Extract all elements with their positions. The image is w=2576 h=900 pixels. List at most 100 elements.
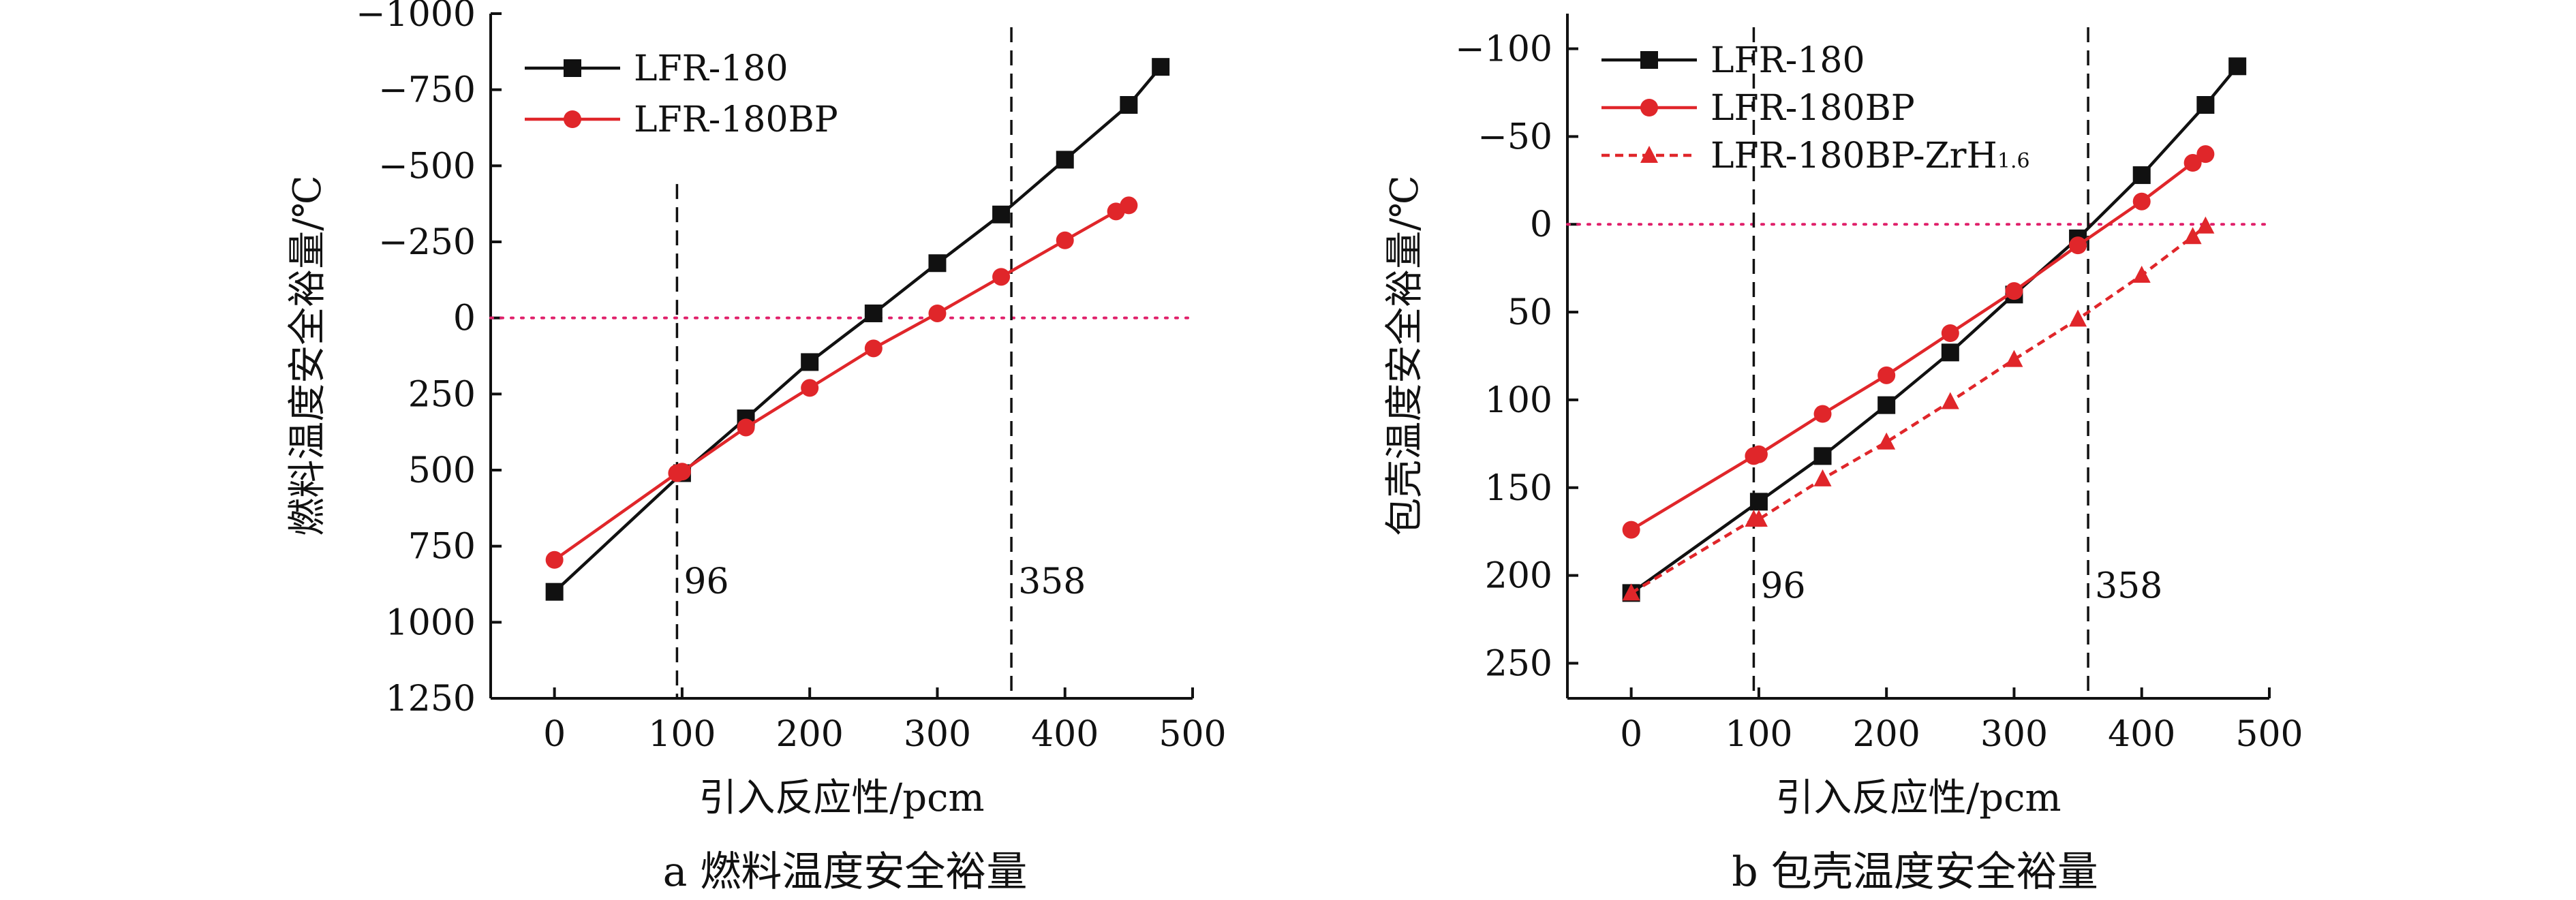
data-point bbox=[737, 418, 755, 437]
x-tick-label: 0 bbox=[1620, 714, 1642, 755]
series-line bbox=[1630, 225, 2207, 595]
data-point bbox=[2005, 282, 2023, 300]
y-tick-label: 0 bbox=[453, 298, 476, 339]
data-point bbox=[1941, 392, 1959, 409]
data-point bbox=[801, 353, 819, 371]
y-axis-title: 燃料温度安全裕量/℃ bbox=[286, 175, 330, 536]
y-tick-label: 250 bbox=[1485, 643, 1552, 684]
data-point bbox=[2069, 309, 2087, 327]
x-tick-label: 100 bbox=[648, 714, 716, 755]
x-tick-label: 500 bbox=[2235, 714, 2303, 755]
legend-marker bbox=[1640, 51, 1658, 69]
data-point bbox=[1813, 447, 1832, 465]
x-tick-label: 300 bbox=[1980, 714, 2048, 755]
panel-caption: a 燃料温度安全裕量 bbox=[663, 848, 1028, 896]
data-point bbox=[1813, 469, 1832, 486]
chart-panel-b: −100 −50 0 50 100 150 200 250 0 100 200 300 400 500 引入… bbox=[1383, 14, 2303, 896]
series-line bbox=[553, 204, 1130, 561]
y-tick-label: 250 bbox=[408, 374, 476, 415]
x-tick-label: 400 bbox=[1031, 714, 1099, 755]
legend-label: LFR-180 bbox=[634, 48, 788, 89]
legend-marker bbox=[1640, 146, 1658, 163]
data-point bbox=[2005, 350, 2023, 367]
data-point bbox=[928, 254, 947, 273]
series-line bbox=[1630, 153, 2207, 531]
data-point bbox=[1056, 151, 1074, 169]
legend-label: LFR-180BP bbox=[634, 99, 838, 140]
data-point bbox=[1941, 343, 1959, 362]
series-lfr-180bp bbox=[545, 196, 1138, 569]
legend-marker bbox=[564, 59, 581, 77]
data-point bbox=[1120, 96, 1138, 114]
data-point bbox=[992, 205, 1011, 223]
panel-caption: b 包壳温度安全裕量 bbox=[1732, 848, 2098, 896]
x-tick-label: 300 bbox=[904, 714, 971, 755]
x-axis-title: 引入反应性/pcm bbox=[1775, 776, 2061, 820]
data-point bbox=[1749, 445, 1768, 463]
legend-label-text: LFR-180 bbox=[634, 48, 788, 89]
data-point bbox=[2196, 145, 2215, 164]
y-tick-label: 500 bbox=[408, 450, 476, 491]
data-point bbox=[928, 304, 947, 322]
data-point bbox=[2228, 57, 2247, 76]
data-point bbox=[2132, 166, 2151, 185]
data-point bbox=[864, 304, 883, 322]
data-point bbox=[2132, 265, 2151, 283]
data-point bbox=[2196, 216, 2215, 234]
data-point bbox=[1622, 521, 1640, 539]
data-point bbox=[2069, 236, 2087, 255]
y-tick-label: −100 bbox=[1455, 29, 1552, 70]
x-tick-label: 400 bbox=[2108, 714, 2175, 755]
data-point bbox=[2183, 227, 2202, 245]
series-lfr-180bp-zrh bbox=[1622, 216, 2215, 601]
x-tick-label: 200 bbox=[1853, 714, 1920, 755]
x-tick-label: 100 bbox=[1725, 714, 1792, 755]
data-point bbox=[673, 463, 691, 481]
reference-line-label: 358 bbox=[2095, 566, 2162, 607]
data-point bbox=[1152, 58, 1170, 76]
legend-marker bbox=[564, 110, 581, 128]
legend-label-text: LFR-180BP bbox=[1711, 88, 1915, 129]
legend-label-text: LFR-180BP bbox=[634, 99, 838, 140]
data-point bbox=[1941, 324, 1959, 342]
y-tick-label: −1000 bbox=[356, 0, 476, 35]
data-point bbox=[2183, 154, 2202, 172]
y-tick-label: 200 bbox=[1485, 556, 1552, 597]
legend-label-text: LFR-180 bbox=[1711, 40, 1865, 81]
data-point bbox=[2132, 192, 2151, 211]
x-axis-title: 引入反应性/pcm bbox=[699, 776, 984, 820]
y-tick-label: 50 bbox=[1507, 292, 1552, 333]
data-point bbox=[1749, 493, 1768, 511]
y-tick-label: −50 bbox=[1477, 117, 1552, 157]
reference-line-label: 358 bbox=[1018, 561, 1086, 602]
data-point bbox=[992, 268, 1011, 286]
data-point bbox=[1877, 396, 1896, 414]
chart-panel-a: −1000 −750 −500 −250 0 250 500 750 1000 1250 0 100 2… bbox=[286, 0, 1227, 896]
data-point bbox=[545, 583, 564, 601]
x-tick-label: 0 bbox=[543, 714, 566, 755]
series-lfr-180bp bbox=[1622, 145, 2215, 539]
y-axis-title: 包壳温度安全裕量/℃ bbox=[1383, 175, 1427, 536]
x-tick-label: 200 bbox=[776, 714, 844, 755]
y-tick-label: −500 bbox=[378, 146, 476, 187]
data-point bbox=[1749, 510, 1768, 527]
data-point bbox=[1877, 432, 1896, 450]
y-tick-label: 100 bbox=[1485, 380, 1552, 421]
data-point bbox=[864, 339, 883, 358]
data-point bbox=[1056, 231, 1074, 249]
y-tick-label: 1250 bbox=[386, 679, 476, 719]
series-line bbox=[553, 65, 1162, 593]
data-point bbox=[1622, 583, 1640, 601]
legend-label: LFR-180BP bbox=[1711, 88, 1915, 129]
series-line bbox=[1630, 65, 2239, 595]
data-point bbox=[1813, 405, 1832, 423]
y-tick-label: 0 bbox=[1530, 204, 1552, 245]
legend-label: LFR-180BP-ZrH1.6 bbox=[1711, 136, 2030, 176]
y-tick-label: 750 bbox=[408, 527, 476, 568]
legend-label: LFR-180 bbox=[1711, 40, 1865, 81]
reference-line-label: 96 bbox=[1760, 566, 1805, 607]
data-point bbox=[1120, 196, 1138, 215]
legend-marker bbox=[1640, 99, 1658, 117]
y-tick-label: −250 bbox=[378, 222, 476, 263]
